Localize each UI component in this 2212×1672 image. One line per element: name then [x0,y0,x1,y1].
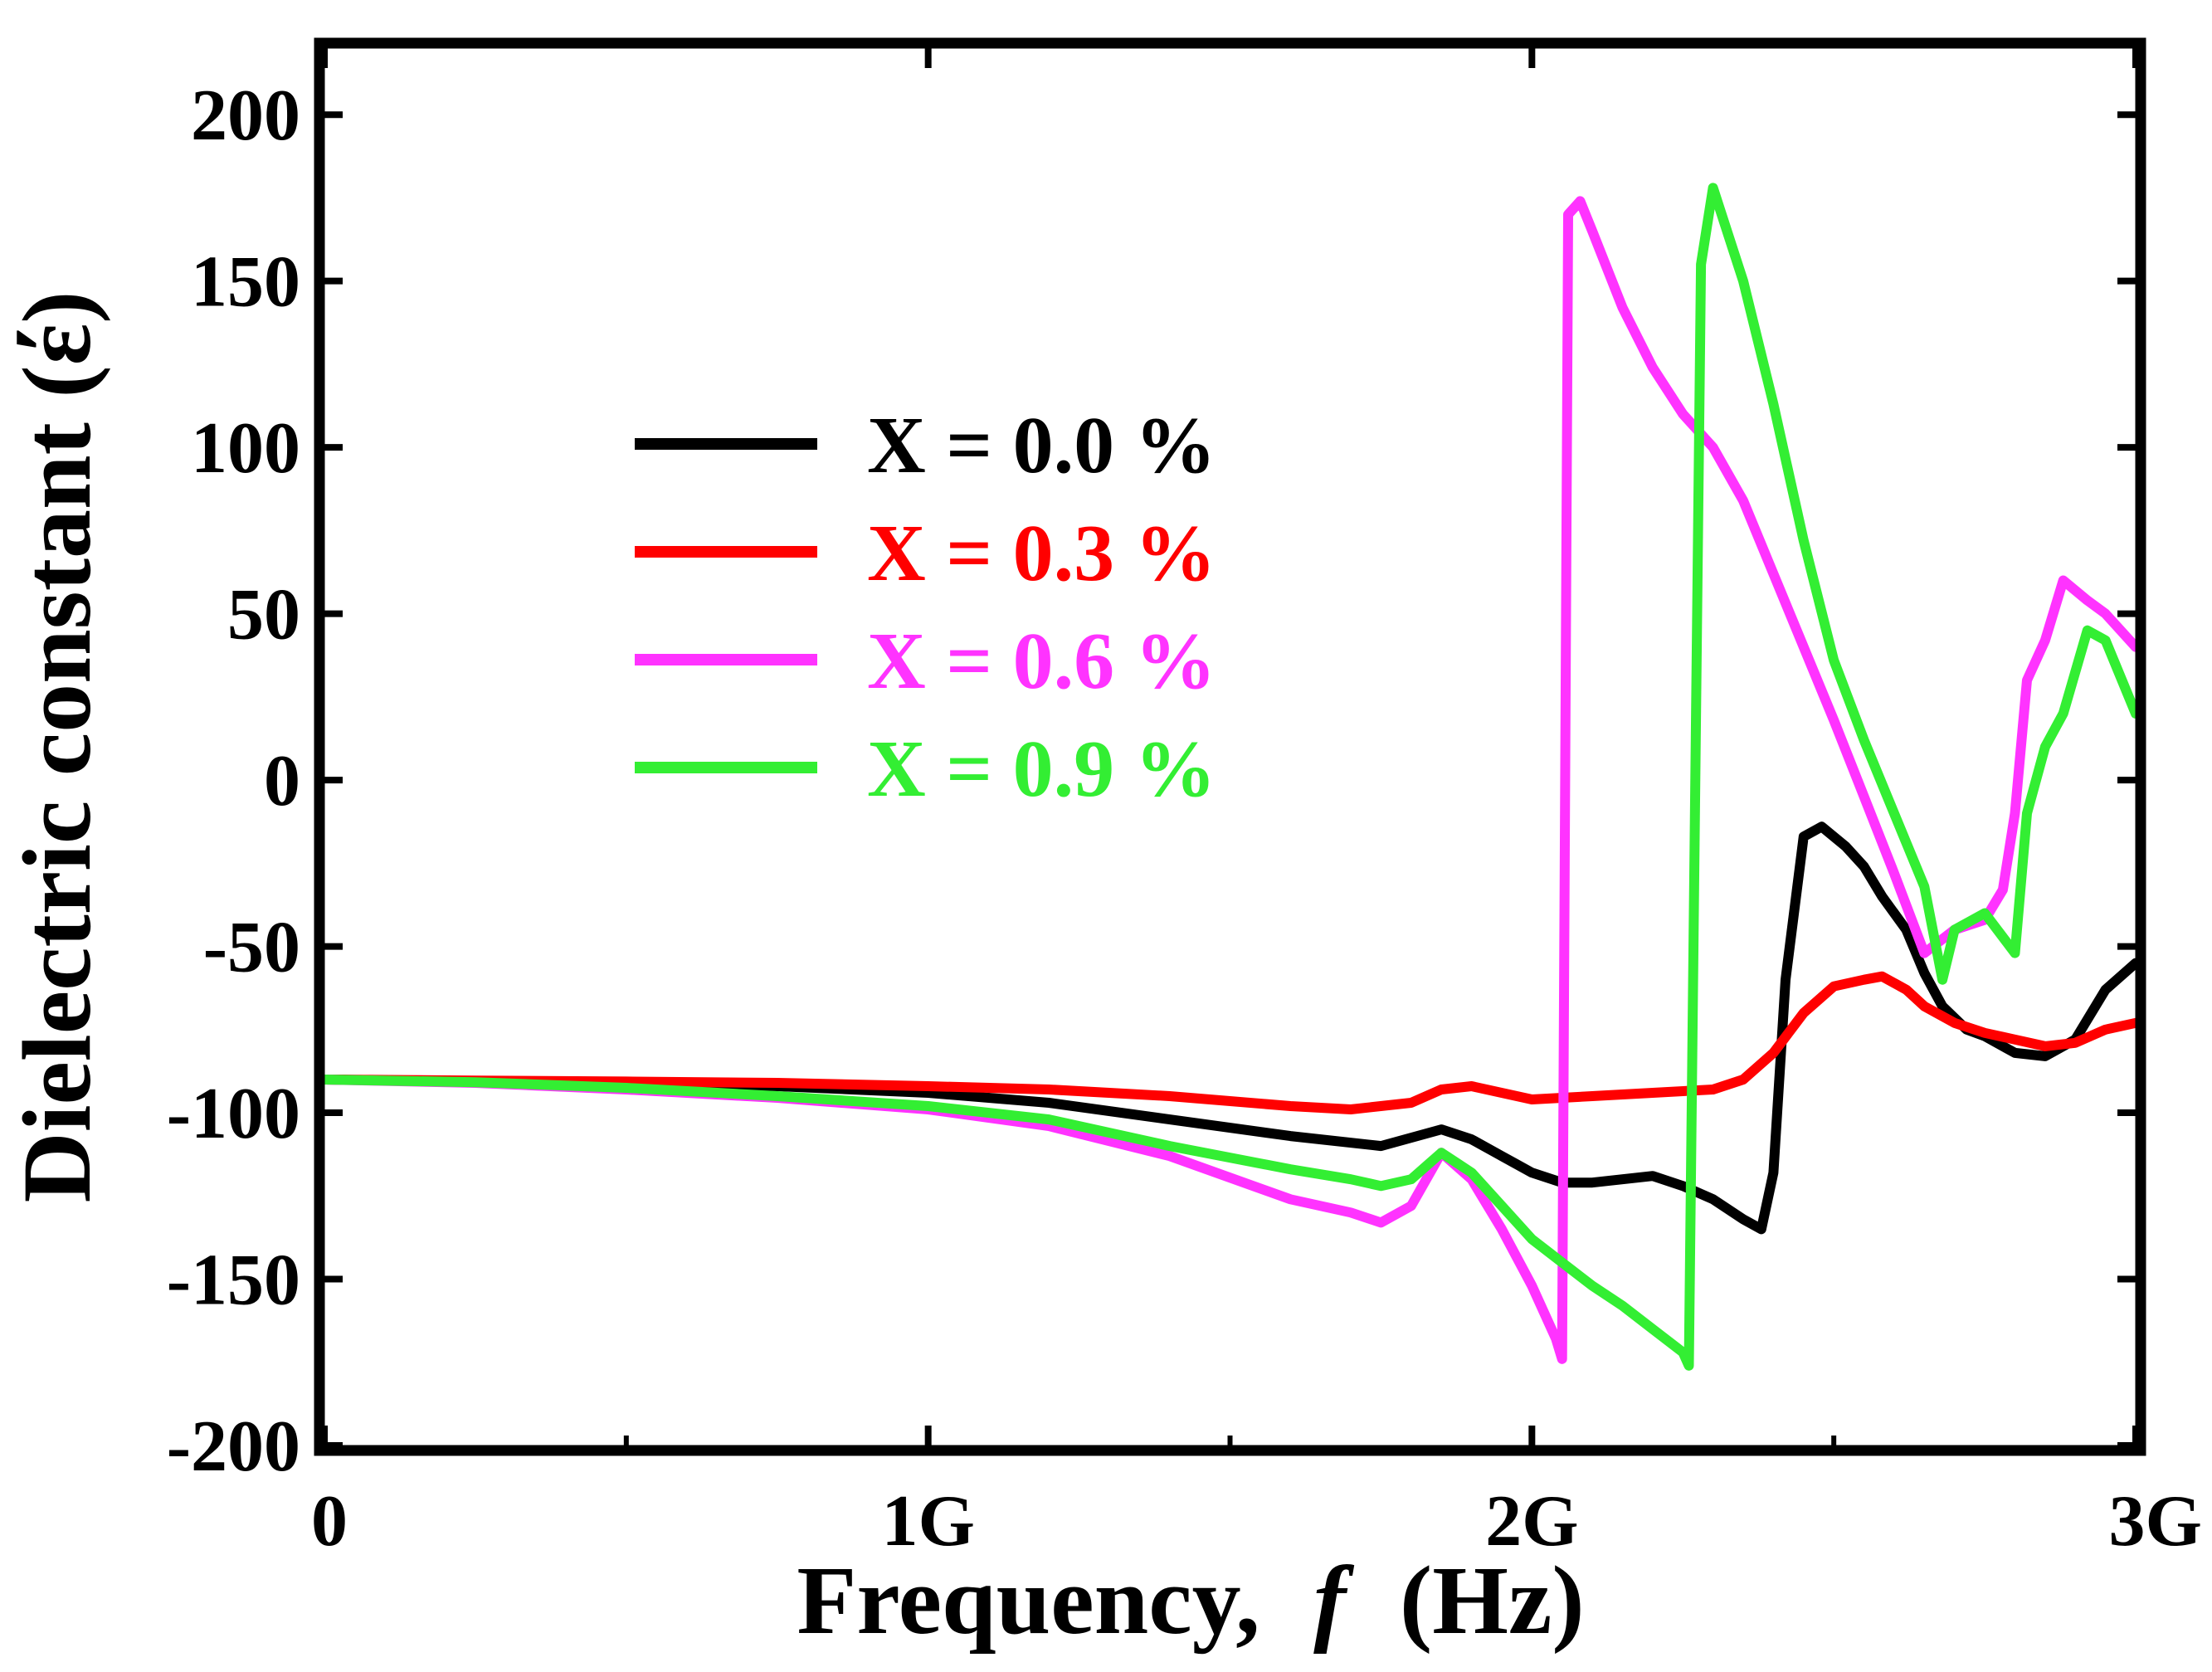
y-axis-title: Dielectric constant (έ) [2,291,111,1203]
legend-label-2: X = 0.6 % [867,617,1216,706]
x-tick-label: 1G [881,1481,974,1562]
series-line-3 [319,183,2141,1371]
x-axis-title-main: Frequency, [797,1546,1259,1655]
plot-frame [314,37,2146,1456]
series-line-1 [319,971,2141,1114]
legend: X = 0.0 % X = 0.3 % X = 0.6 % X = 0.9 % [635,401,1216,814]
y-tick-label: 150 [191,242,300,323]
x-axis-title: Frequency, f (Hz) [797,1546,1584,1655]
y-tick-label: -150 [167,1241,300,1321]
legend-label-3: X = 0.9 % [867,724,1216,814]
x-axis-title-unit: (Hz) [1400,1546,1585,1655]
series-layer [319,183,2141,1371]
y-tick-label: 100 [191,408,300,489]
x-axis-title-var: f [1313,1546,1355,1655]
legend-label-0: X = 0.0 % [867,401,1216,490]
legend-label-1: X = 0.3 % [867,509,1216,598]
y-tick-label: 0 [264,741,300,821]
y-tick-label: -50 [203,908,300,988]
y-tick-labels: 200 150 100 50 0 -50 -100 -150 -200 [167,76,300,1487]
y-tick-label: 200 [191,76,300,156]
y-tick-label: -100 [167,1074,300,1154]
x-tick-labels: 0 1G 2G 3G [311,1481,2202,1562]
series-line-2 [319,196,2141,1364]
series-line-0 [319,821,2141,1235]
y-tick-label: -200 [167,1406,300,1487]
y-tick-label: 50 [227,575,300,656]
x-tick-label: 2G [1485,1481,1578,1562]
x-tick-label: 3G [2109,1481,2202,1562]
x-tick-label: 0 [311,1481,348,1562]
